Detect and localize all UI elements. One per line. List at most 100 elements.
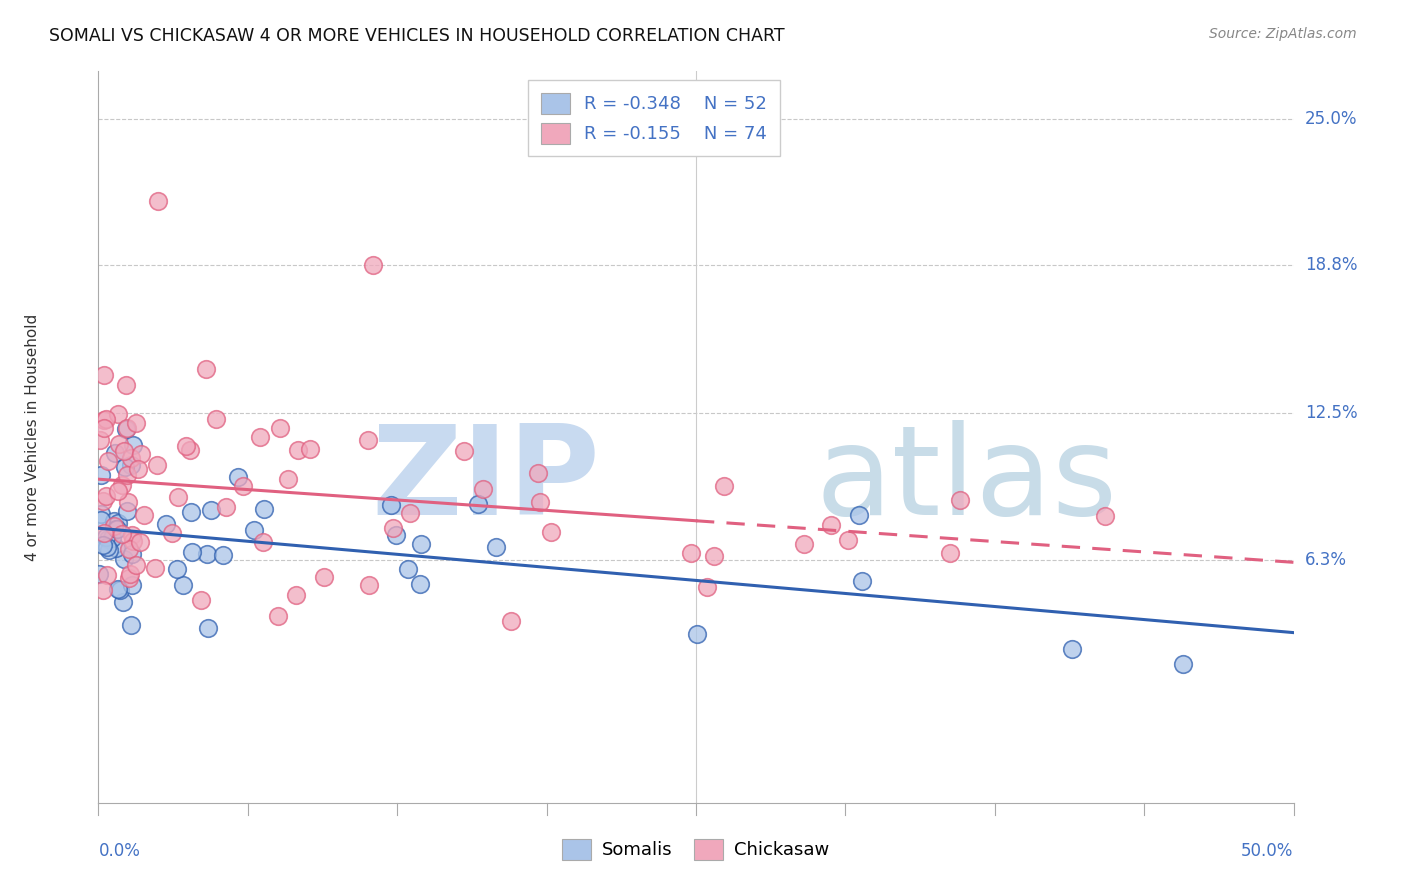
- Point: [285, 588, 308, 602]
- Point: [356, 434, 378, 448]
- Point: [105, 522, 128, 536]
- Point: [97, 532, 120, 546]
- Point: [143, 561, 166, 575]
- Point: [118, 542, 141, 557]
- Point: [467, 497, 489, 511]
- Point: [103, 519, 125, 533]
- Point: [115, 504, 138, 518]
- Point: [204, 412, 226, 426]
- Point: [115, 421, 138, 435]
- Text: 0.0%: 0.0%: [98, 842, 141, 860]
- Point: [820, 518, 842, 533]
- Point: [686, 627, 709, 641]
- Point: [115, 422, 138, 436]
- Point: [499, 615, 522, 629]
- Point: [180, 504, 202, 518]
- Point: [540, 525, 562, 540]
- Point: [848, 508, 870, 522]
- Point: [105, 522, 128, 536]
- Point: [103, 514, 125, 528]
- Point: [277, 472, 299, 486]
- Text: 4 or more Vehicles in Household: 4 or more Vehicles in Household: [25, 313, 41, 561]
- Point: [939, 546, 962, 560]
- Point: [121, 547, 143, 561]
- Point: [148, 194, 170, 208]
- Text: 25.0%: 25.0%: [1305, 110, 1357, 128]
- Point: [134, 508, 156, 523]
- Point: [115, 377, 138, 392]
- Point: [112, 444, 135, 458]
- Point: [793, 537, 815, 551]
- Point: [117, 467, 139, 482]
- Point: [120, 458, 142, 472]
- Point: [179, 443, 201, 458]
- Point: [195, 547, 218, 561]
- Point: [96, 568, 118, 582]
- Point: [529, 494, 551, 508]
- Point: [118, 571, 141, 585]
- Point: [90, 513, 112, 527]
- Point: [396, 562, 419, 576]
- Point: [453, 443, 475, 458]
- Point: [108, 437, 131, 451]
- Point: [167, 490, 190, 504]
- Point: [93, 368, 115, 382]
- Point: [382, 521, 405, 535]
- Text: 18.8%: 18.8%: [1305, 256, 1357, 274]
- Point: [114, 459, 136, 474]
- Point: [121, 528, 143, 542]
- Point: [104, 446, 127, 460]
- Point: [108, 583, 131, 598]
- Point: [91, 494, 114, 508]
- Point: [269, 421, 291, 435]
- Point: [111, 527, 134, 541]
- Point: [121, 578, 143, 592]
- Point: [111, 595, 134, 609]
- Point: [97, 543, 120, 558]
- Point: [89, 566, 111, 581]
- Point: [94, 412, 117, 426]
- Point: [107, 582, 129, 597]
- Point: [93, 525, 115, 540]
- Point: [91, 538, 114, 552]
- Point: [160, 525, 183, 540]
- Point: [242, 523, 264, 537]
- Point: [696, 580, 718, 594]
- Point: [249, 430, 271, 444]
- Point: [174, 439, 197, 453]
- Text: ZIP: ZIP: [371, 420, 600, 541]
- Text: 6.3%: 6.3%: [1305, 550, 1347, 569]
- Point: [122, 534, 145, 549]
- Point: [129, 447, 152, 461]
- Point: [111, 478, 134, 492]
- Point: [146, 458, 169, 472]
- Point: [127, 462, 149, 476]
- Text: 12.5%: 12.5%: [1305, 404, 1357, 423]
- Point: [231, 479, 253, 493]
- Point: [252, 534, 274, 549]
- Point: [212, 549, 235, 563]
- Point: [299, 442, 322, 456]
- Point: [949, 493, 972, 508]
- Text: atlas: atlas: [815, 420, 1118, 541]
- Point: [101, 531, 124, 545]
- Text: 50.0%: 50.0%: [1241, 842, 1294, 860]
- Point: [94, 530, 117, 544]
- Point: [411, 537, 433, 551]
- Point: [314, 570, 336, 584]
- Point: [527, 466, 550, 480]
- Point: [96, 540, 118, 554]
- Point: [851, 574, 873, 588]
- Point: [166, 562, 188, 576]
- Point: [681, 546, 703, 560]
- Point: [215, 500, 238, 514]
- Point: [1062, 642, 1084, 657]
- Point: [93, 413, 115, 427]
- Point: [408, 576, 430, 591]
- Point: [226, 470, 249, 484]
- Point: [112, 552, 135, 566]
- Point: [194, 362, 217, 376]
- Point: [485, 540, 508, 554]
- Point: [89, 433, 111, 447]
- Point: [125, 416, 148, 430]
